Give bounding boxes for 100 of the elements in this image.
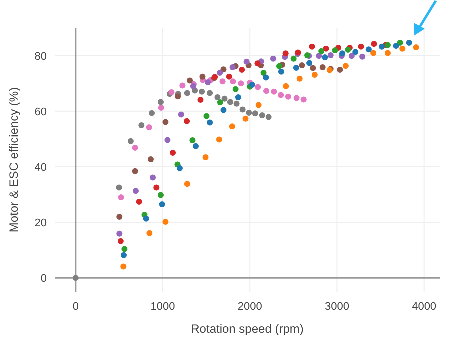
point bbox=[340, 50, 346, 57]
point bbox=[293, 65, 300, 72]
point bbox=[149, 110, 156, 116]
point bbox=[162, 218, 169, 225]
point bbox=[146, 124, 152, 130]
point bbox=[342, 63, 349, 70]
point bbox=[299, 62, 306, 69]
point bbox=[116, 184, 122, 191]
point bbox=[270, 56, 276, 62]
point bbox=[276, 63, 282, 70]
point bbox=[235, 94, 242, 100]
point bbox=[214, 94, 221, 100]
y-tick-label: 80 bbox=[34, 50, 47, 63]
point bbox=[252, 110, 258, 117]
point bbox=[133, 188, 140, 194]
point bbox=[406, 40, 412, 46]
point bbox=[360, 54, 366, 60]
point bbox=[132, 145, 138, 152]
point bbox=[263, 88, 270, 94]
point bbox=[240, 106, 246, 113]
point bbox=[184, 181, 190, 188]
point bbox=[146, 230, 153, 236]
point bbox=[118, 238, 124, 244]
point bbox=[239, 66, 246, 73]
point bbox=[217, 70, 224, 76]
point bbox=[138, 122, 145, 129]
point bbox=[256, 102, 262, 108]
point bbox=[378, 44, 385, 50]
point bbox=[322, 54, 328, 60]
point bbox=[154, 184, 160, 191]
point bbox=[397, 40, 404, 46]
point bbox=[234, 100, 240, 107]
point bbox=[370, 50, 377, 56]
point bbox=[255, 84, 262, 90]
point bbox=[393, 43, 400, 50]
point bbox=[190, 138, 196, 144]
x-tick-label: 2000 bbox=[238, 301, 262, 313]
point bbox=[148, 156, 154, 162]
x-tick-label: 3000 bbox=[324, 301, 350, 313]
point bbox=[217, 99, 224, 106]
point bbox=[174, 94, 181, 100]
point bbox=[178, 112, 184, 118]
point bbox=[312, 72, 318, 78]
point bbox=[150, 174, 156, 181]
point bbox=[283, 83, 290, 90]
point bbox=[220, 78, 226, 85]
point bbox=[358, 44, 364, 50]
point bbox=[318, 48, 325, 54]
point bbox=[320, 64, 326, 70]
point bbox=[116, 230, 123, 237]
point bbox=[337, 66, 344, 73]
point bbox=[136, 198, 142, 205]
point bbox=[263, 74, 270, 81]
point bbox=[202, 154, 209, 160]
point bbox=[366, 46, 372, 53]
point bbox=[118, 194, 124, 201]
y-axis-title: Motor & ESC efficiency (%) bbox=[7, 87, 21, 233]
point bbox=[159, 201, 166, 208]
point bbox=[198, 96, 204, 103]
point bbox=[328, 52, 334, 59]
point bbox=[371, 41, 378, 48]
point bbox=[207, 120, 214, 126]
point bbox=[176, 165, 183, 172]
x-tick-label: 1000 bbox=[150, 301, 176, 313]
point bbox=[352, 49, 359, 56]
point bbox=[278, 68, 284, 75]
point bbox=[180, 82, 186, 89]
point bbox=[310, 65, 316, 72]
point bbox=[323, 46, 330, 52]
point bbox=[204, 113, 210, 120]
point bbox=[306, 60, 313, 66]
point bbox=[199, 88, 206, 95]
point bbox=[294, 95, 300, 102]
point bbox=[309, 44, 316, 50]
point bbox=[385, 50, 391, 56]
point bbox=[220, 107, 227, 114]
point bbox=[271, 88, 278, 95]
x-tick-label: 0 bbox=[72, 301, 79, 313]
point bbox=[222, 96, 228, 102]
x-tick-label: 4000 bbox=[412, 301, 437, 313]
point bbox=[242, 116, 249, 122]
point bbox=[300, 96, 307, 103]
point bbox=[120, 264, 127, 270]
point bbox=[246, 110, 252, 116]
x-axis-title: Rotation speed (rpm) bbox=[191, 322, 304, 336]
point bbox=[132, 168, 138, 174]
point bbox=[162, 119, 169, 126]
point bbox=[259, 112, 266, 119]
point bbox=[193, 143, 200, 150]
point bbox=[128, 138, 134, 144]
point bbox=[244, 58, 250, 65]
point bbox=[122, 246, 128, 252]
point bbox=[278, 92, 284, 98]
point bbox=[316, 53, 322, 60]
point bbox=[158, 105, 164, 112]
point bbox=[230, 64, 236, 70]
y-tick-label: 0 bbox=[40, 273, 47, 286]
point bbox=[164, 137, 171, 144]
point bbox=[143, 216, 150, 222]
point bbox=[170, 150, 176, 156]
